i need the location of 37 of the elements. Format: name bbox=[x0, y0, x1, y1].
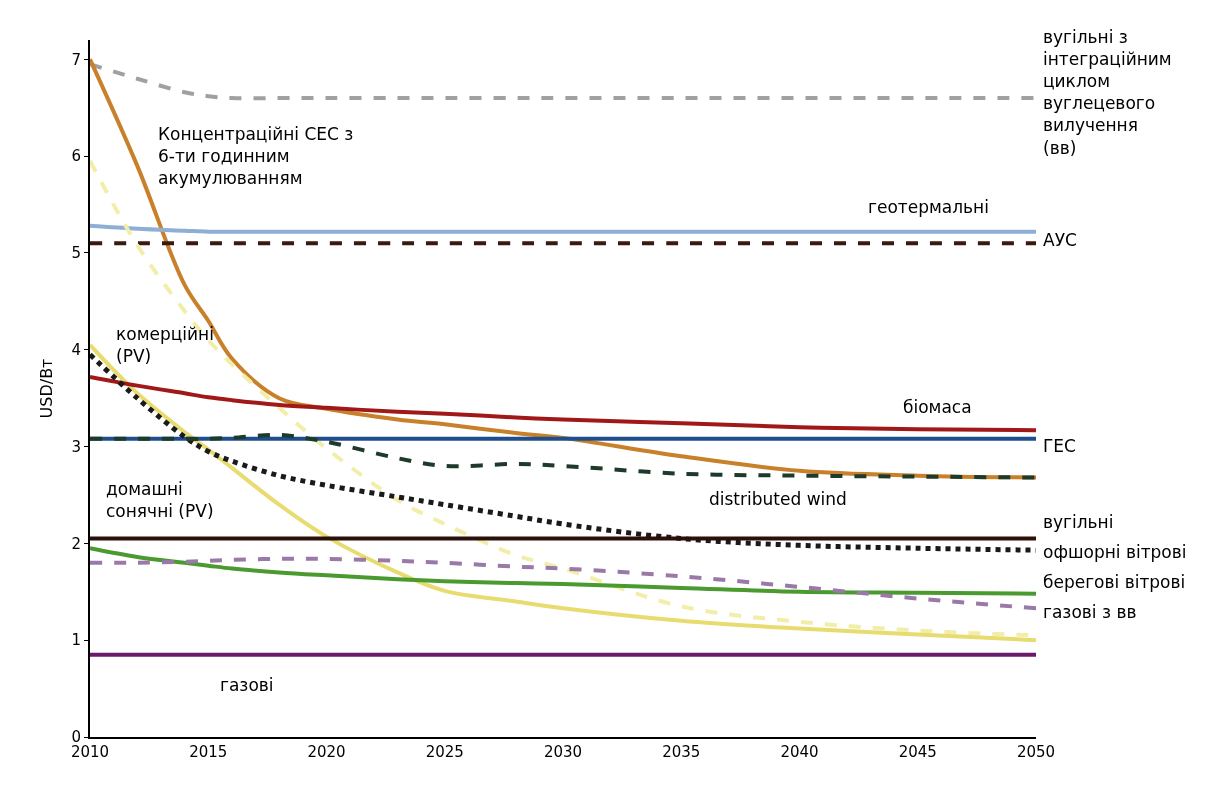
line-series bbox=[90, 546, 1036, 596]
x-tick-label: 2045 bbox=[898, 743, 937, 761]
y-tick-label: 4 bbox=[71, 341, 81, 360]
series-label: біомаса bbox=[903, 397, 972, 417]
x-tick-label: 2020 bbox=[307, 743, 346, 761]
series-label: ГЕС bbox=[1043, 436, 1076, 456]
line-series bbox=[90, 556, 1036, 611]
y-tick-label: 7 bbox=[71, 50, 81, 69]
series-label: газові з вв bbox=[1043, 602, 1137, 622]
x-tick-label: 2010 bbox=[70, 743, 110, 761]
series-label: газові bbox=[220, 675, 274, 695]
line-series bbox=[90, 432, 1036, 480]
series-label: вугільні bbox=[1043, 512, 1114, 532]
series-label: берегові вітрові bbox=[1043, 572, 1186, 592]
series-label: геотермальні bbox=[868, 197, 989, 217]
x-tick-label: 2015 bbox=[189, 743, 228, 761]
x-tick-label: 2030 bbox=[543, 743, 583, 761]
series-label: АУС bbox=[1043, 230, 1077, 250]
x-tick-label: 2025 bbox=[425, 743, 464, 761]
line-series bbox=[90, 342, 1036, 643]
x-tick-label: 2040 bbox=[780, 743, 819, 761]
series-label: Концентраційні СЕС з 6-ти годинним акумулюванням bbox=[158, 124, 354, 189]
y-tick-label: 2 bbox=[71, 534, 81, 553]
y-tick-label: 5 bbox=[71, 244, 81, 263]
series-label: офшорні вітрові bbox=[1043, 542, 1187, 562]
series-label: комерційні (PV) bbox=[116, 324, 214, 367]
series-label: distributed wind bbox=[709, 489, 847, 509]
series-label: домашні сонячні (PV) bbox=[106, 479, 214, 522]
line-series bbox=[90, 374, 1036, 433]
series-label: вугільні з інтеграційним циклом вуглецевого вилучення (вв) bbox=[1043, 27, 1172, 158]
y-tick-label: 6 bbox=[71, 147, 81, 166]
y-tick-label: 3 bbox=[71, 437, 81, 456]
y-axis-title: USD/Вт bbox=[36, 358, 56, 419]
line-series bbox=[90, 62, 1036, 101]
x-tick-label: 2050 bbox=[1016, 743, 1056, 761]
x-tick-label: 2035 bbox=[662, 743, 701, 761]
y-tick-label: 1 bbox=[71, 631, 81, 650]
